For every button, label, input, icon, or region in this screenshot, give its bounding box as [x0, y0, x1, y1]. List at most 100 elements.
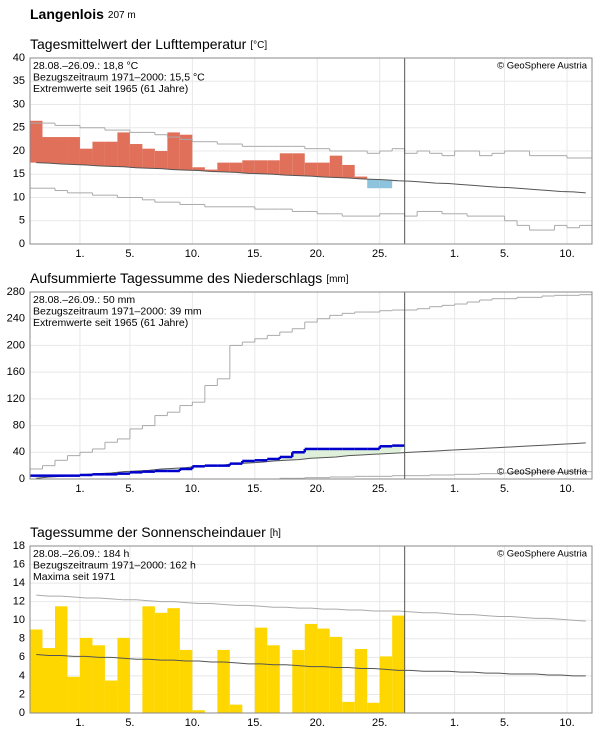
- bar: [267, 645, 280, 713]
- series-line: [36, 594, 586, 622]
- bar: [354, 648, 368, 713]
- bar: [42, 137, 55, 164]
- bar: [392, 615, 405, 713]
- bar: [79, 148, 93, 165]
- credit: © GeoSphere Austria: [497, 549, 588, 560]
- y-tick-label: 80: [13, 419, 25, 431]
- bar: [67, 137, 80, 165]
- x-tick-label: 10.: [559, 248, 574, 260]
- y-tick-label: 14: [13, 577, 25, 589]
- chart: Tagesmittelwert der Lufttemperatur [°C] 0 5…: [13, 36, 593, 260]
- bar: [179, 649, 193, 713]
- title-unit: [mm]: [326, 274, 348, 285]
- x-tick-label: 10.: [185, 717, 200, 729]
- bar: [79, 637, 93, 713]
- note: 28.08.–26.09.: 50 mm: [33, 294, 135, 306]
- chart-title: Aufsummierte Tagessumme des Niederschlag…: [30, 270, 349, 286]
- bar: [117, 132, 130, 167]
- bar: [54, 606, 68, 713]
- bar: [254, 627, 268, 713]
- note: 28.08.–26.09.: 18,8 °C: [33, 60, 139, 72]
- bar: [92, 645, 105, 713]
- bar: [279, 153, 293, 176]
- bar: [42, 648, 55, 713]
- bar: [154, 151, 168, 169]
- x-tick-label: 5.: [125, 248, 134, 260]
- y-tick-label: 120: [7, 393, 25, 405]
- bar: [54, 137, 68, 165]
- x-tick-label: 15.: [247, 248, 262, 260]
- credit: © GeoSphere Austria: [497, 467, 588, 478]
- y-tick-label: 6: [19, 651, 25, 663]
- bar: [179, 134, 193, 171]
- bar: [292, 649, 305, 713]
- bar: [317, 162, 330, 178]
- bar: [342, 701, 355, 713]
- bar: [129, 144, 143, 168]
- bar: [367, 179, 380, 189]
- y-tick-label: 0: [19, 707, 25, 719]
- bar: [329, 155, 343, 178]
- bar: [317, 628, 330, 713]
- bar: [304, 623, 318, 713]
- chart: Tagessumme der Sonnenscheindauer [h] 0 2 4 6 8…: [13, 524, 593, 729]
- title-unit: [°C]: [250, 40, 267, 51]
- plot-frame: [29, 57, 593, 245]
- x-tick-label: 5.: [125, 717, 134, 729]
- bar: [342, 164, 355, 178]
- series-line: [36, 442, 586, 479]
- series-line: [36, 162, 586, 194]
- chart-title: Tagesmittelwert der Lufttemperatur [°C]: [30, 36, 267, 52]
- y-tick-label: 0: [19, 238, 25, 250]
- bar: [192, 710, 205, 713]
- y-tick-label: 0: [19, 473, 25, 485]
- credit: © GeoSphere Austria: [497, 61, 588, 72]
- x-tick-label: 5.: [125, 483, 134, 495]
- title-text: Aufsummierte Tagessumme des Niederschlag…: [30, 270, 322, 286]
- bar: [242, 160, 255, 174]
- bar: [30, 629, 43, 713]
- bar: [67, 676, 80, 713]
- series-line: [36, 654, 586, 677]
- difference-area: [30, 445, 405, 479]
- note: 28.08.–26.09.: 184 h: [33, 548, 129, 560]
- y-tick-label: 12: [13, 596, 25, 608]
- note: Extremwerte seit 1965 (61 Jahre): [33, 83, 188, 95]
- bar: [167, 132, 180, 170]
- y-tick-label: 8: [19, 633, 25, 645]
- y-tick-label: 200: [7, 339, 25, 351]
- bar: [192, 167, 205, 171]
- y-tick-label: 40: [13, 446, 25, 458]
- x-tick-label: 1.: [75, 483, 84, 495]
- y-tick-label: 35: [13, 75, 25, 87]
- bar: [292, 153, 305, 176]
- note: Bezugszeitraum 1971–2000: 162 h: [33, 559, 196, 571]
- x-tick-label: 1.: [450, 717, 459, 729]
- bar: [30, 120, 43, 163]
- x-tick-label: 5.: [500, 248, 509, 260]
- bar: [379, 656, 393, 713]
- y-tick-label: 18: [13, 540, 25, 552]
- y-tick-label: 160: [7, 366, 25, 378]
- elevation: 207 m: [108, 10, 136, 21]
- x-tick-label: 1.: [450, 483, 459, 495]
- bar: [354, 176, 368, 179]
- title-text: Tagesmittelwert der Lufttemperatur: [30, 36, 247, 52]
- note: Extremwerte seit 1965 (61 Jahre): [33, 317, 188, 329]
- plot-frame: [29, 291, 593, 480]
- x-tick-label: 25.: [372, 717, 387, 729]
- bar: [229, 162, 243, 173]
- y-tick-label: 240: [7, 313, 25, 325]
- bar: [229, 704, 243, 713]
- bar: [304, 162, 318, 177]
- x-tick-label: 25.: [372, 248, 387, 260]
- station: Langenlois: [30, 6, 104, 22]
- chart: Aufsummierte Tagessumme des Niederschlag…: [7, 270, 593, 495]
- bar: [329, 636, 343, 713]
- x-tick-label: 1.: [75, 248, 84, 260]
- title-unit: [h]: [270, 528, 281, 539]
- bar: [104, 141, 118, 167]
- bar: [367, 702, 380, 713]
- y-tick-label: 16: [13, 558, 25, 570]
- note: Maxima seit 1971: [33, 571, 115, 583]
